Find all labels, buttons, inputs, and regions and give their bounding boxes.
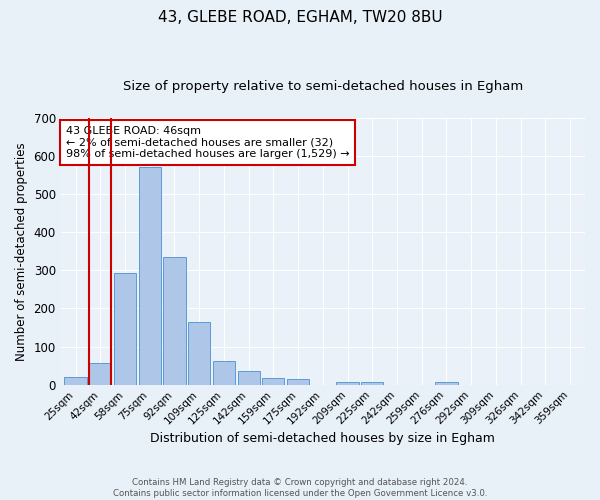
Text: Contains HM Land Registry data © Crown copyright and database right 2024.
Contai: Contains HM Land Registry data © Crown c… — [113, 478, 487, 498]
X-axis label: Distribution of semi-detached houses by size in Egham: Distribution of semi-detached houses by … — [151, 432, 495, 445]
Text: 43, GLEBE ROAD, EGHAM, TW20 8BU: 43, GLEBE ROAD, EGHAM, TW20 8BU — [158, 10, 442, 25]
Bar — [188, 322, 210, 384]
Bar — [213, 360, 235, 384]
Bar — [114, 273, 136, 384]
Bar — [361, 382, 383, 384]
Text: 43 GLEBE ROAD: 46sqm
← 2% of semi-detached houses are smaller (32)
98% of semi-d: 43 GLEBE ROAD: 46sqm ← 2% of semi-detach… — [66, 126, 350, 159]
Bar — [89, 363, 112, 384]
Bar — [163, 257, 185, 384]
Bar — [139, 168, 161, 384]
Bar — [287, 379, 309, 384]
Bar — [238, 372, 260, 384]
Title: Size of property relative to semi-detached houses in Egham: Size of property relative to semi-detach… — [123, 80, 523, 93]
Bar — [436, 382, 458, 384]
Bar — [262, 378, 284, 384]
Bar — [337, 382, 359, 384]
Y-axis label: Number of semi-detached properties: Number of semi-detached properties — [15, 142, 28, 360]
Bar — [64, 377, 86, 384]
